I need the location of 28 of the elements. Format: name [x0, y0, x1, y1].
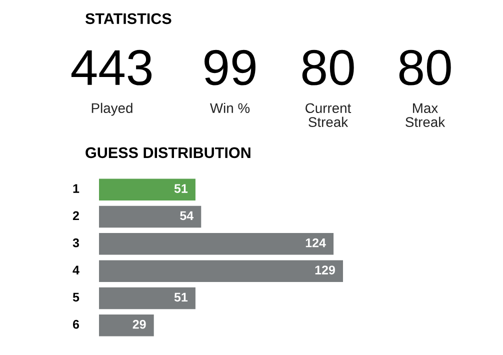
text: 80 [302, 50, 354, 86]
data-label: 129 [315, 266, 335, 274]
bar [99, 206, 202, 228]
y-tick-label: 2 [72, 211, 79, 220]
bar [99, 314, 154, 336]
text: Current Streak [306, 103, 352, 127]
text: Played [92, 102, 132, 116]
text: 80 [399, 50, 451, 86]
y-tick-label: 5 [72, 292, 80, 302]
bar [99, 260, 343, 282]
y-tick-label: 1 [73, 184, 80, 193]
bar [99, 178, 196, 200]
data-label: 124 [306, 238, 326, 248]
data-label: 51 [174, 292, 188, 302]
text: Max Streak [406, 103, 446, 127]
bar [99, 233, 334, 255]
text: STATISTICS [85, 13, 172, 24]
y-tick-label: 6 [72, 320, 80, 329]
data-label: 51 [174, 184, 188, 193]
text: Win % [210, 102, 250, 113]
data-label: 54 [180, 211, 194, 220]
text: 443 [71, 50, 152, 86]
text: 99 [204, 50, 256, 86]
y-tick-label: 4 [72, 266, 80, 274]
y-tick-label: 3 [72, 238, 80, 248]
bar [99, 287, 196, 310]
data-label: 29 [132, 320, 146, 329]
chart-title: GUESS DISTRIBUTION [86, 147, 250, 158]
